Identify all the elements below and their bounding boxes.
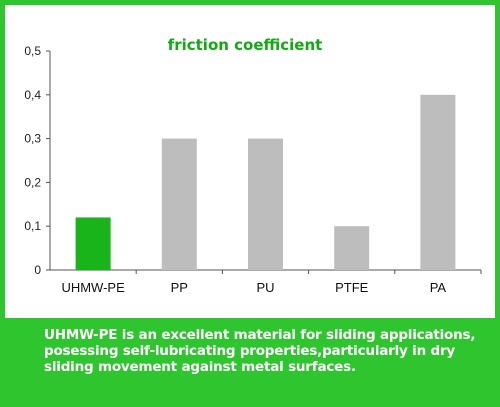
y-tick-label: 0,3 bbox=[24, 132, 41, 146]
y-tick-label: 0 bbox=[34, 263, 41, 277]
bar-pu bbox=[248, 138, 283, 270]
chart-title: friction coefficient bbox=[168, 36, 323, 54]
y-tick-label: 0,4 bbox=[24, 88, 41, 102]
chart-panel: friction coefficient 0 0,1 0,2 0,3 0,4 0,5 UHM… bbox=[5, 5, 495, 318]
bar-uhmw-pe bbox=[75, 217, 111, 270]
bar-ptfe bbox=[334, 226, 370, 270]
y-tick-label: 0,1 bbox=[24, 219, 41, 233]
chart-bars bbox=[75, 94, 456, 270]
x-tick-label: PP bbox=[171, 280, 188, 295]
caption-text: UHMW-PE is an excellent material for sli… bbox=[44, 327, 476, 375]
x-tick-label: PU bbox=[256, 280, 274, 295]
y-tick-label: 0,2 bbox=[24, 175, 41, 189]
bar-pp bbox=[161, 138, 197, 270]
x-tick-label: UHMW-PE bbox=[61, 280, 125, 295]
x-tick-label: PTFE bbox=[335, 280, 369, 295]
chart-labels: 0 0,1 0,2 0,3 0,4 0,5 UHMW-PE PP PU PTFE PA bbox=[24, 44, 446, 295]
x-tick-label: PA bbox=[430, 280, 447, 295]
y-tick-label: 0,5 bbox=[24, 44, 41, 58]
friction-chart: friction coefficient 0 0,1 0,2 0,3 0,4 0,5 UHM… bbox=[24, 36, 482, 295]
bar-pa bbox=[420, 94, 456, 270]
